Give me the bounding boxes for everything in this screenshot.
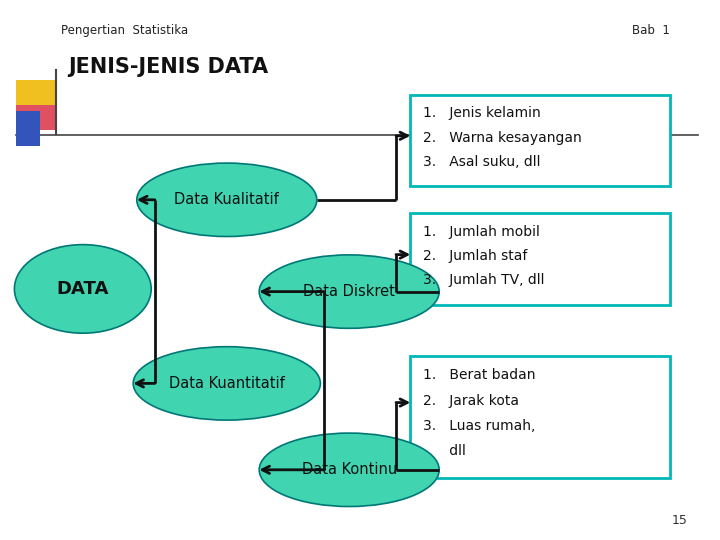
Bar <box>410 94 670 186</box>
Ellipse shape <box>14 245 151 333</box>
Ellipse shape <box>133 347 320 420</box>
Text: 3.   Luas rumah,: 3. Luas rumah, <box>423 419 536 433</box>
Text: JENIS-JENIS DATA: JENIS-JENIS DATA <box>68 57 269 77</box>
Ellipse shape <box>137 163 317 237</box>
Text: DATA: DATA <box>57 280 109 298</box>
Text: Pengertian  Statistika: Pengertian Statistika <box>61 24 189 37</box>
Text: 3.   Asal suku, dll: 3. Asal suku, dll <box>423 154 541 168</box>
Text: 1.   Berat badan: 1. Berat badan <box>423 368 536 382</box>
Text: Data Kontinu: Data Kontinu <box>302 462 397 477</box>
Text: Data Kuantitatif: Data Kuantitatif <box>169 376 284 391</box>
Text: 1.   Jumlah mobil: 1. Jumlah mobil <box>423 225 540 239</box>
Bar <box>410 356 670 478</box>
Text: 2.   Warna kesayangan: 2. Warna kesayangan <box>423 131 582 145</box>
Bar <box>16 80 55 112</box>
Ellipse shape <box>259 433 439 507</box>
Bar <box>16 105 55 130</box>
Text: 3.   Jumlah TV, dll: 3. Jumlah TV, dll <box>423 273 545 287</box>
Text: 2.   Jarak kota: 2. Jarak kota <box>423 394 519 408</box>
Text: Data Diskret: Data Diskret <box>303 284 395 299</box>
Text: 15: 15 <box>672 514 688 526</box>
Bar <box>410 213 670 305</box>
Text: Bab  1: Bab 1 <box>631 24 670 37</box>
Text: 2.   Jumlah staf: 2. Jumlah staf <box>423 249 528 264</box>
Bar <box>16 111 40 146</box>
Text: dll: dll <box>423 444 467 458</box>
Ellipse shape <box>259 255 439 328</box>
Text: 1.   Jenis kelamin: 1. Jenis kelamin <box>423 106 541 120</box>
Text: Data Kualitatif: Data Kualitatif <box>174 192 279 207</box>
